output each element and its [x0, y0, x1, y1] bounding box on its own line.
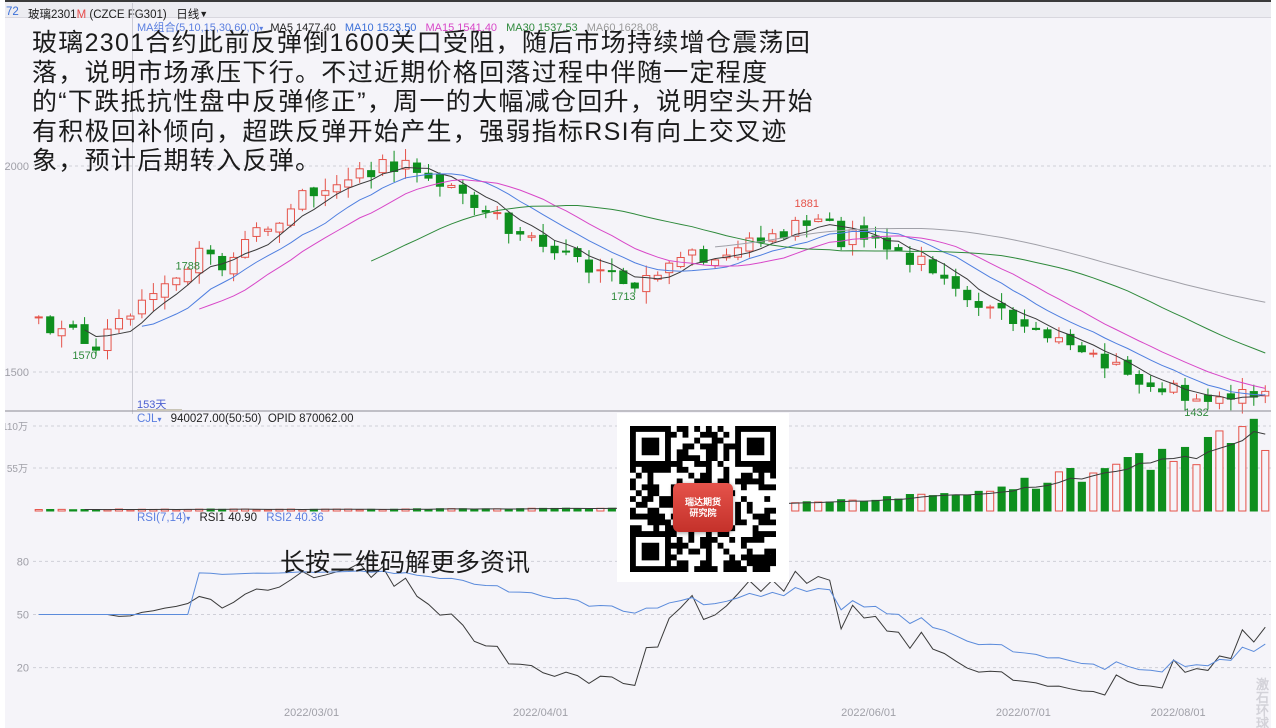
svg-text:20: 20: [17, 663, 29, 675]
svg-text:2022/03/01: 2022/03/01: [284, 707, 339, 719]
svg-text:50: 50: [17, 610, 29, 622]
svg-text:1788: 1788: [176, 260, 200, 272]
svg-text:2000: 2000: [5, 161, 29, 173]
svg-text:80: 80: [17, 556, 29, 568]
svg-text:1713: 1713: [611, 291, 635, 303]
svg-text:1432: 1432: [1184, 407, 1208, 419]
svg-text:55万: 55万: [7, 464, 28, 475]
svg-text:1500: 1500: [5, 367, 29, 379]
svg-text:110万: 110万: [2, 422, 28, 433]
svg-text:2022/04/01: 2022/04/01: [513, 707, 568, 719]
svg-text:1881: 1881: [795, 198, 819, 210]
svg-text:1570: 1570: [72, 350, 96, 362]
svg-text:2022/08/01: 2022/08/01: [1151, 707, 1206, 719]
svg-text:2022/06/01: 2022/06/01: [841, 707, 896, 719]
svg-text:2022/07/01: 2022/07/01: [996, 707, 1051, 719]
